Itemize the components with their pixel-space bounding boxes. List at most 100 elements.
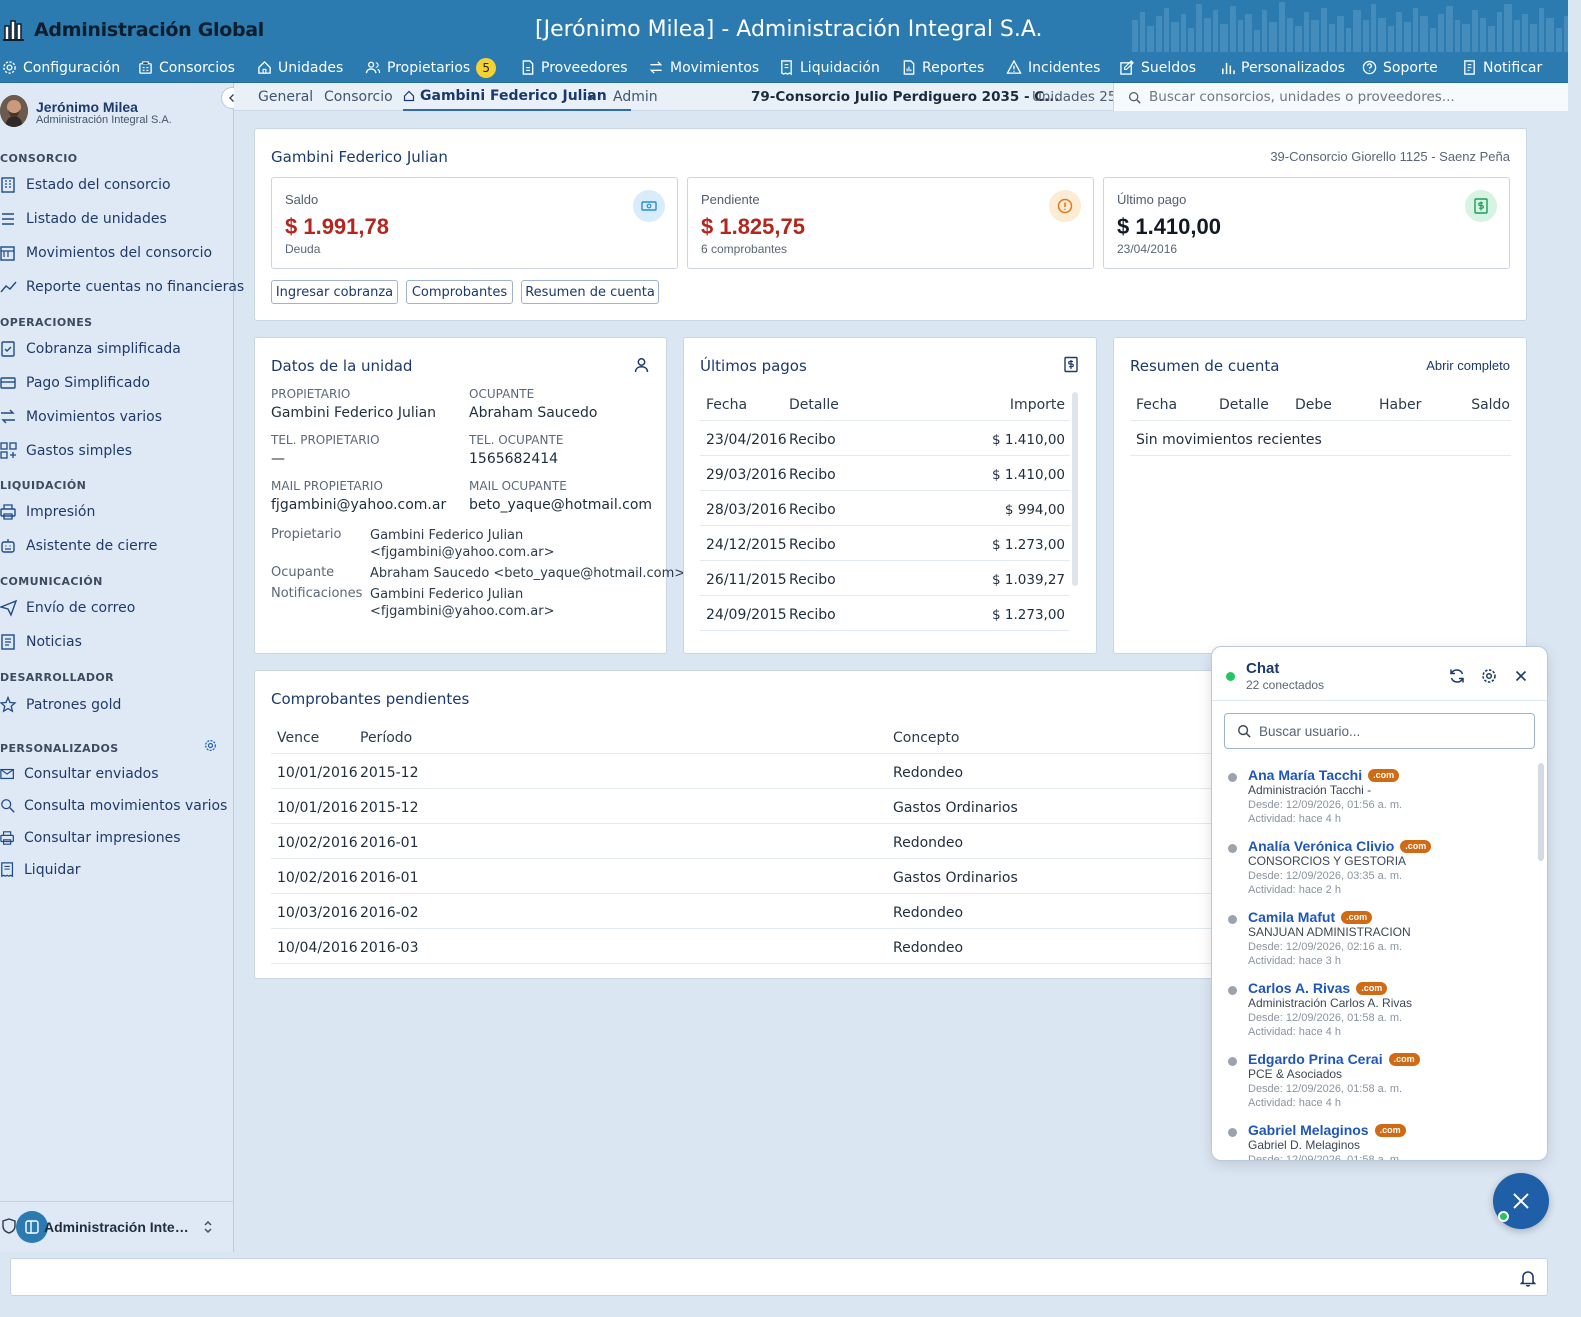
stat-label: Saldo <box>285 192 319 207</box>
chat-user-search[interactable]: Buscar usuario... <box>1224 713 1535 749</box>
chat-user-item[interactable]: Carlos A. Rivas .com Administración Carlos… <box>1212 976 1532 1046</box>
sidebar-item-cobranza-simplificada[interactable]: Cobranza simplificada <box>0 338 181 360</box>
user-icon[interactable] <box>634 357 649 373</box>
nav-incidentes[interactable]: Incidentes <box>1006 52 1100 83</box>
printer-icon <box>0 504 16 520</box>
chat-scrollbar[interactable] <box>1538 763 1544 861</box>
chat-user-item[interactable]: Camila Mafut .com SANJUAN ADMINISTRACION De… <box>1212 905 1532 975</box>
stat-subtext: Deuda <box>285 242 321 256</box>
sidebar-item-consultar-enviados[interactable]: Consultar enviados <box>0 763 159 785</box>
sidebar-item-pago-simplificado[interactable]: Pago Simplificado <box>0 372 150 394</box>
avatar[interactable] <box>0 95 28 127</box>
table-divider <box>1130 420 1511 421</box>
nav-unidades[interactable]: Unidades <box>257 52 343 83</box>
sidebar-item-impresion[interactable]: Impresión <box>0 501 95 523</box>
abrir-completo-link[interactable]: Abrir completo <box>1426 358 1510 373</box>
nav-consorcios[interactable]: Consorcios <box>138 52 235 83</box>
sidebar-item-gastos-simples[interactable]: Gastos simples <box>0 440 132 462</box>
ultimo-pago-stat: Último pago $ 1.410,00 23/04/2016 <box>1103 177 1510 269</box>
tab-close-button[interactable]: × <box>586 89 597 105</box>
refresh-icon[interactable] <box>1449 668 1465 684</box>
brand-logo[interactable]: Administración Global <box>2 18 264 42</box>
sidebar-item-reporte-cuentas[interactable]: Reporte cuentas no financieras <box>0 276 244 298</box>
table-divider <box>271 753 1511 754</box>
personalizados-settings-button[interactable] <box>204 739 217 752</box>
organization-switcher[interactable]: Administración Integral S.A. <box>0 1211 234 1243</box>
sidebar-item-estado-consorcio[interactable]: Estado del consorcio <box>0 174 171 196</box>
nav-liquidacion[interactable]: Liquidación <box>779 52 880 83</box>
sidebar-item-noticias[interactable]: Noticias <box>0 631 82 653</box>
nav-configuracion[interactable]: Configuración <box>2 52 120 83</box>
voucher-due-date: 10/01/2016 <box>277 765 358 781</box>
sidebar-item-movimientos-varios[interactable]: Movimientos varios <box>0 406 162 428</box>
tab-consorcio[interactable]: Consorcio <box>324 83 393 111</box>
sidebar-item-consulta-movimientos[interactable]: Consulta movimientos varios <box>0 795 227 817</box>
nav-label: Reportes <box>922 59 985 76</box>
global-search-input[interactable]: Buscar consorcios, unidades o proveedore… <box>1149 89 1455 105</box>
sidebar-item-listado-unidades[interactable]: Listado de unidades <box>0 208 167 230</box>
payment-amount: $ 1.273,00 <box>992 607 1065 623</box>
chat-user-name[interactable]: Carlos A. Rivas .com <box>1248 980 1388 996</box>
nav-notificar[interactable]: Notificar <box>1462 52 1542 83</box>
column-header: Detalle <box>789 397 839 413</box>
nav-label: Personalizados <box>1241 59 1346 76</box>
dollar-receipt-icon[interactable] <box>1064 356 1078 373</box>
chat-search-input[interactable]: Buscar usuario... <box>1259 723 1361 739</box>
chat-toggle-button[interactable] <box>1493 1173 1549 1229</box>
sidebar-item-liquidar[interactable]: Liquidar <box>0 859 81 881</box>
global-search[interactable]: Buscar consorcios, unidades o proveedore… <box>1113 83 1568 111</box>
nav-movimientos[interactable]: Movimientos <box>648 52 759 83</box>
nav-proveedores[interactable]: Proveedores <box>521 52 628 83</box>
tab-admin[interactable]: Admin <box>613 83 658 111</box>
payment-date: 29/03/2016 <box>706 467 787 483</box>
voucher-period: 2016-01 <box>360 870 419 886</box>
chat-user-org: PCE & Asociados <box>1248 1067 1343 1081</box>
domain-tag-badge: .com <box>1400 839 1432 853</box>
resumen-cuenta-button[interactable]: Resumen de cuenta <box>521 280 659 304</box>
chat-user-item[interactable]: Gabriel Melaginos .com Gabriel D. Melagino… <box>1212 1118 1532 1160</box>
comprobantes-button[interactable]: Comprobantes <box>406 280 513 304</box>
chat-user-item[interactable]: Edgardo Prina Cerai .com PCE & Asociados De… <box>1212 1047 1532 1117</box>
chat-user-name[interactable]: Gabriel Melaginos .com <box>1248 1122 1406 1138</box>
nav-sueldos[interactable]: Sueldos <box>1120 52 1196 83</box>
sidebar-item-movimientos-consorcio[interactable]: Movimientos del consorcio <box>0 242 212 264</box>
voucher-concept: Redondeo <box>893 765 964 781</box>
chat-user-item[interactable]: Analía Verónica Clivio .com CONSORCIOS Y G… <box>1212 834 1532 904</box>
gear-icon[interactable] <box>1481 668 1497 684</box>
ingresar-cobranza-button[interactable]: Ingresar cobranza <box>271 280 398 304</box>
chat-user-name[interactable]: Edgardo Prina Cerai .com <box>1248 1051 1420 1067</box>
voucher-period: 2015-12 <box>360 800 419 816</box>
tab-unidad-active[interactable]: Gambini Federico Julian <box>403 83 631 111</box>
chevron-left-icon <box>229 94 234 102</box>
unit-owner-title: Gambini Federico Julian <box>271 148 448 166</box>
sidebar-item-label: Pago Simplificado <box>26 375 150 391</box>
table-row-divider <box>271 858 1511 859</box>
nav-reportes[interactable]: Reportes <box>902 52 984 83</box>
nav-personalizados[interactable]: Personalizados <box>1220 52 1345 83</box>
sidebar-item-asistente-cierre[interactable]: Asistente de cierre <box>0 535 157 557</box>
close-icon <box>1513 1193 1529 1209</box>
close-icon[interactable] <box>1515 670 1527 682</box>
field-label: TEL. PROPIETARIO <box>271 433 380 447</box>
stat-subtext: 6 comprobantes <box>701 242 788 256</box>
consorcio-context[interactable]: 79-Consorcio Julio Perdiguero 2035 - C..… <box>751 89 1060 105</box>
chat-user-name[interactable]: Ana María Tacchi .com <box>1248 767 1400 783</box>
tab-general[interactable]: General <box>258 83 313 111</box>
chat-user-name[interactable]: Analía Verónica Clivio .com <box>1248 838 1432 854</box>
nav-soporte[interactable]: Soporte <box>1362 52 1438 83</box>
user-name: Jerónimo Milea <box>36 99 138 115</box>
payments-scrollbar[interactable] <box>1072 392 1078 586</box>
sidebar-toggle-button[interactable] <box>16 1211 48 1243</box>
nav-propietarios[interactable]: Propietarios 5 <box>365 52 497 83</box>
sidebar-item-patrones-gold[interactable]: Patrones gold <box>0 694 121 716</box>
chat-user-item[interactable]: Ana María Tacchi .com Administración Tacch… <box>1212 763 1532 833</box>
sidebar-item-consultar-impresiones[interactable]: Consultar impresiones <box>0 827 181 849</box>
sidebar-item-envio-correo[interactable]: Envío de correo <box>0 597 135 619</box>
voucher-due-date: 10/02/2016 <box>277 870 358 886</box>
bell-icon[interactable] <box>1520 1269 1536 1287</box>
chat-user-name[interactable]: Camila Mafut .com <box>1248 909 1373 925</box>
payment-date: 24/12/2015 <box>706 537 787 553</box>
contact-label: Notificaciones <box>271 586 363 601</box>
nav-label: Soporte <box>1383 59 1438 76</box>
dollar-receipt-icon <box>1465 190 1497 222</box>
